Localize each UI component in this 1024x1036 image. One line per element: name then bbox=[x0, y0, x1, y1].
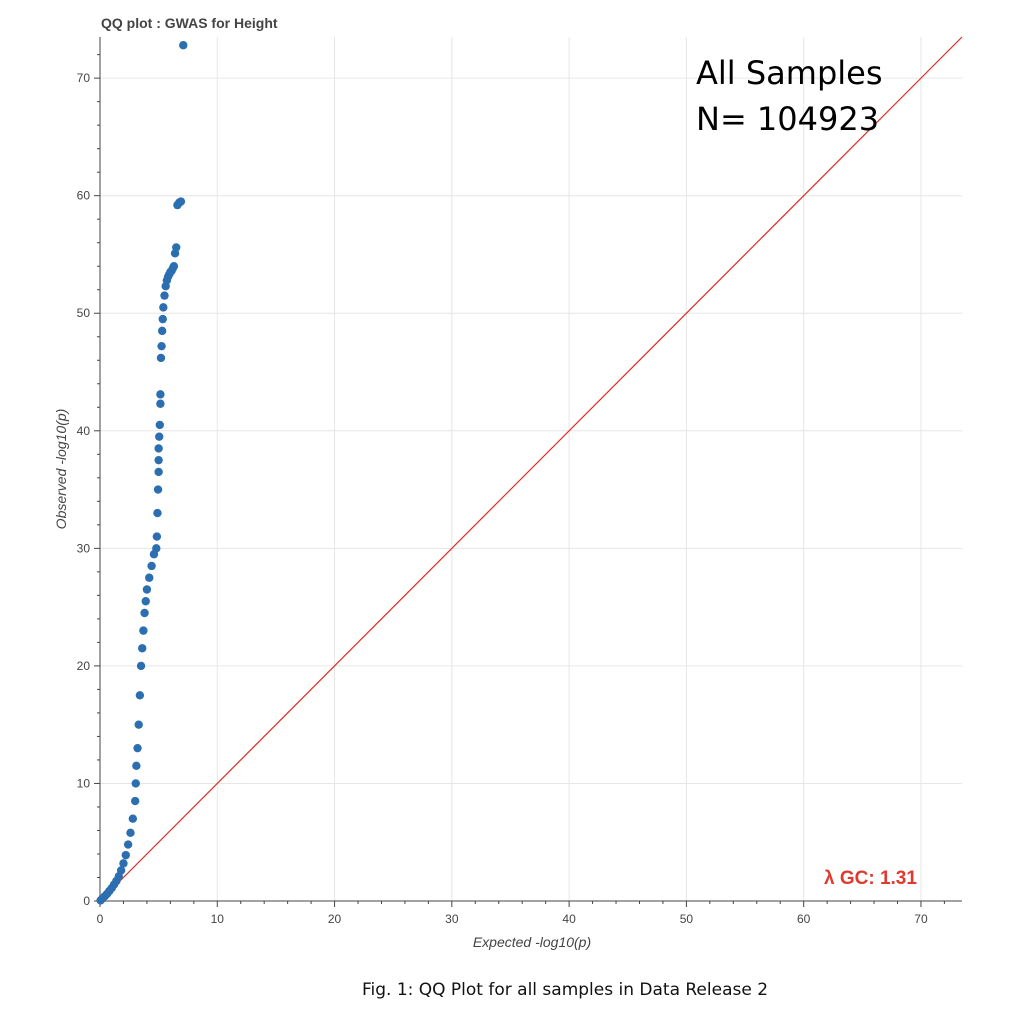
data-point bbox=[172, 243, 181, 252]
x-tick-label: 70 bbox=[914, 912, 928, 926]
x-tick-label: 20 bbox=[328, 912, 342, 926]
data-point bbox=[116, 866, 126, 875]
reference-line bbox=[99, 36, 963, 902]
data-point bbox=[135, 691, 145, 700]
y-tick-label: 10 bbox=[77, 776, 91, 790]
x-tick-label: 30 bbox=[445, 912, 459, 926]
data-point bbox=[134, 720, 143, 729]
data-point bbox=[133, 743, 142, 753]
data-point bbox=[179, 41, 188, 50]
data-point bbox=[126, 828, 135, 838]
data-point bbox=[153, 508, 162, 518]
data-point bbox=[136, 661, 146, 671]
data-point bbox=[123, 840, 133, 849]
data-point bbox=[176, 197, 186, 206]
data-point bbox=[139, 626, 148, 635]
all-samples-annotation: All Samples bbox=[696, 54, 883, 92]
data-point bbox=[156, 353, 166, 363]
x-tick-label: 50 bbox=[680, 912, 694, 926]
data-point bbox=[119, 859, 128, 868]
data-point bbox=[155, 420, 165, 430]
data-point bbox=[147, 561, 156, 571]
data-point bbox=[154, 444, 163, 453]
y-tick-label: 20 bbox=[77, 659, 91, 673]
x-tick-label: 60 bbox=[797, 912, 811, 926]
data-point bbox=[138, 644, 147, 653]
data-point bbox=[157, 341, 166, 351]
data-point bbox=[152, 544, 161, 553]
data-point bbox=[160, 291, 169, 300]
data-point bbox=[141, 597, 150, 606]
data-point bbox=[154, 455, 163, 465]
data-points bbox=[96, 41, 188, 905]
data-point bbox=[152, 532, 162, 541]
data-point bbox=[157, 326, 167, 336]
data-point bbox=[156, 399, 165, 408]
y-tick-label: 60 bbox=[77, 189, 91, 203]
data-point bbox=[128, 814, 138, 823]
lambda-gc-annotation: λ GC: 1.31 bbox=[824, 868, 917, 889]
y-tick-label: 50 bbox=[77, 306, 91, 320]
data-point bbox=[140, 608, 149, 618]
x-tick-label: 40 bbox=[562, 912, 576, 926]
data-point bbox=[158, 314, 167, 324]
data-point bbox=[159, 303, 168, 312]
chart-text: QQ plot : GWAS for Height Expected -log1… bbox=[53, 15, 917, 950]
chart-title: QQ plot : GWAS for Height bbox=[101, 15, 278, 31]
sample-count-annotation: N= 104923 bbox=[696, 100, 879, 138]
x-axis-label: Expected -log10(p) bbox=[473, 934, 591, 950]
x-tick-label: 10 bbox=[211, 912, 225, 926]
data-point bbox=[142, 585, 152, 594]
y-axis-label: Observed -log10(p) bbox=[53, 409, 69, 530]
y-tick-label: 30 bbox=[77, 541, 91, 555]
grid-lines bbox=[99, 37, 962, 902]
figure-caption: Fig. 1: QQ Plot for all samples in Data … bbox=[361, 980, 769, 1000]
axes: 0 10 20 30 40 50 60 70 0 10 20 30 40 50 60 70 bbox=[77, 37, 962, 926]
y-tick-label: 0 bbox=[83, 894, 90, 908]
data-point bbox=[132, 761, 141, 771]
x-tick-label: 0 bbox=[97, 912, 104, 926]
y-tick-label: 70 bbox=[77, 71, 91, 85]
data-point bbox=[145, 573, 154, 582]
data-point bbox=[155, 432, 164, 441]
data-point bbox=[154, 467, 163, 477]
data-point bbox=[130, 796, 140, 806]
data-point bbox=[131, 779, 140, 788]
data-point bbox=[153, 485, 163, 494]
data-point bbox=[156, 390, 165, 399]
y-tick-label: 40 bbox=[77, 424, 91, 438]
data-point bbox=[169, 262, 179, 271]
reference-line-group bbox=[99, 36, 963, 902]
data-point bbox=[121, 850, 131, 860]
